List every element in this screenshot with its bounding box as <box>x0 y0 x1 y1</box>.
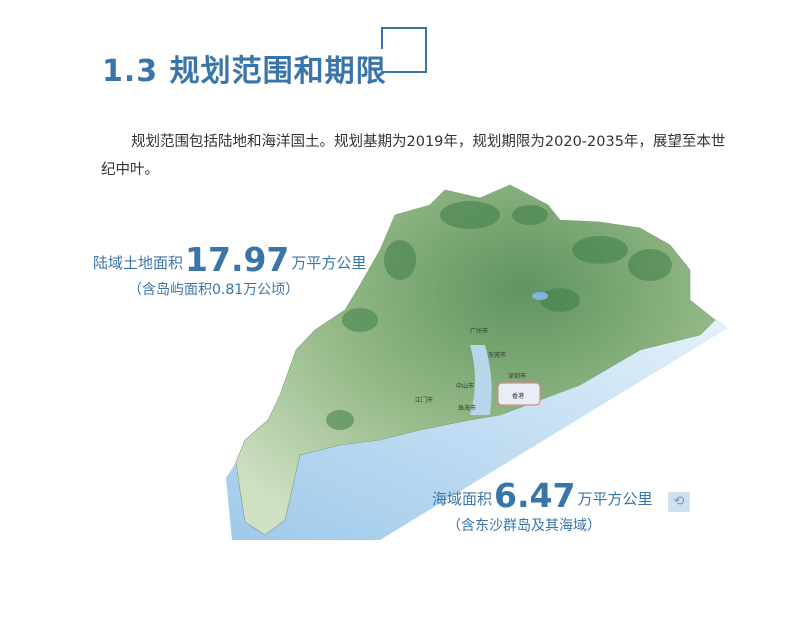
page-title: 1.3 规划范围和期限 <box>102 54 387 89</box>
land-area-stat: 陆域土地面积17.97 万平方公里 （含岛屿面积0.81万公顷） <box>93 240 366 299</box>
land-area-note: （含岛屿面积0.81万公顷） <box>128 282 300 298</box>
label-hongkong: 香港 <box>512 392 524 400</box>
intro-paragraph: 规划范围包括陆地和海洋国土。规划基期为2019年，规划期限为2020-2035年… <box>101 134 726 178</box>
hong-kong-boundary <box>497 382 541 406</box>
title-decoration-frame <box>381 27 427 73</box>
sea-area-unit: 万平方公里 <box>577 490 653 508</box>
forest-patches <box>326 201 672 430</box>
sea-area-stat: 海域面积6.47 万平方公里 （含东沙群岛及其海域） <box>432 476 652 535</box>
label-guangzhou: 广州市 <box>470 327 488 335</box>
pearl-river-estuary <box>470 345 492 415</box>
sea-area <box>226 318 728 540</box>
map-thumbnail-icon: ⟲ <box>668 492 690 512</box>
label-dongguan: 东莞市 <box>488 351 506 359</box>
reservoir <box>532 292 548 300</box>
sea-area-prefix: 海域面积 <box>432 490 493 508</box>
label-jiangmen: 江门市 <box>415 396 433 404</box>
label-zhongshan: 中山市 <box>456 382 474 390</box>
land-area-value: 17.97 <box>185 240 290 279</box>
sea-area-value: 6.47 <box>494 476 576 515</box>
sea-area-note: （含东沙群岛及其海域） <box>447 518 601 534</box>
label-shenzhen: 深圳市 <box>508 372 526 380</box>
label-zhuhai: 珠海市 <box>458 404 476 412</box>
land-area-prefix: 陆域土地面积 <box>93 254 184 272</box>
land-area-unit: 万平方公里 <box>291 254 367 272</box>
